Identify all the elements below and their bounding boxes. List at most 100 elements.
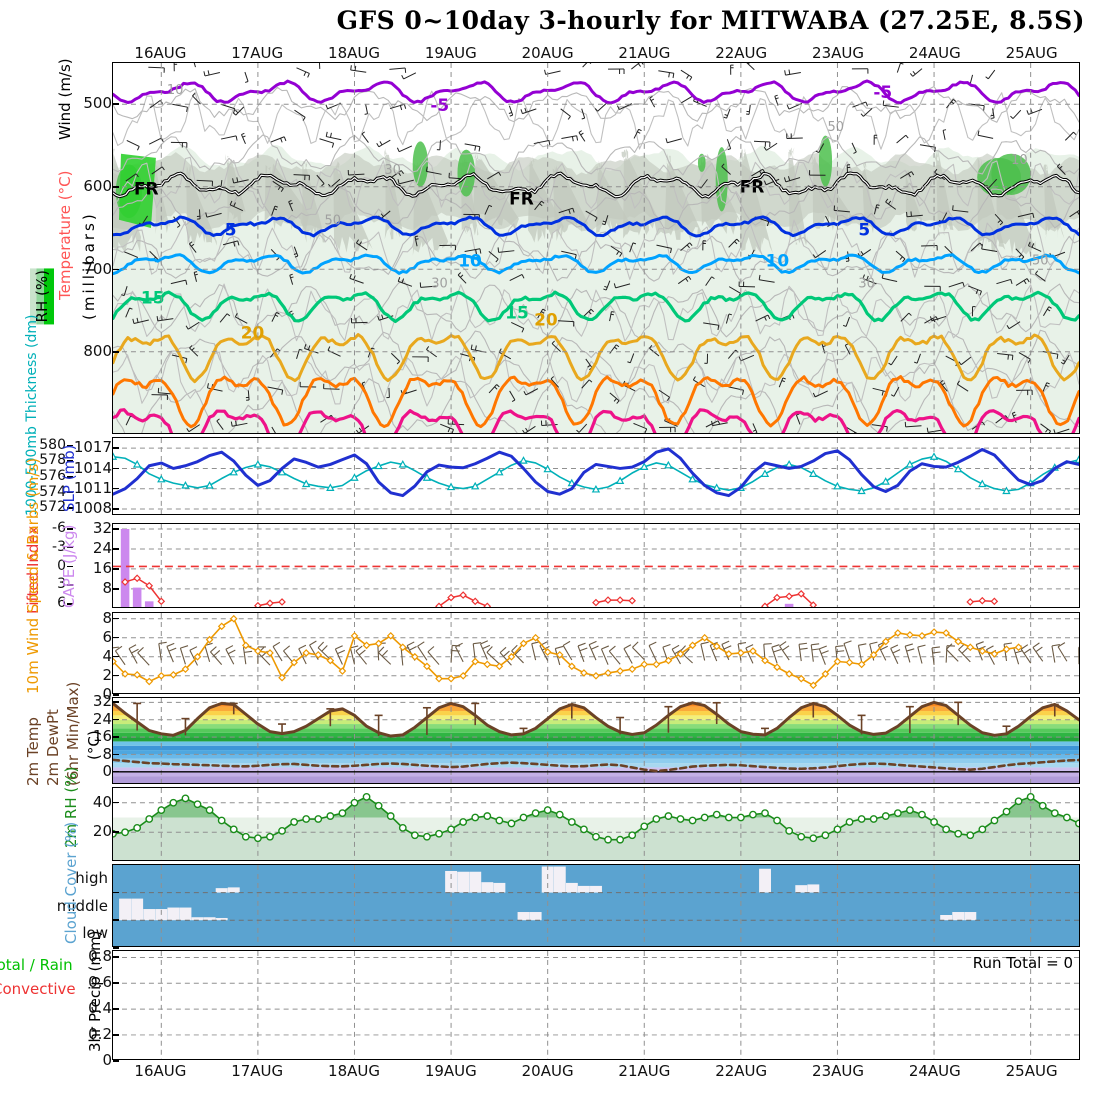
date-tick-18aug: 18AUG bbox=[328, 1062, 380, 1080]
y-tick-mark bbox=[113, 655, 119, 658]
y-tick-label: 0 bbox=[57, 557, 66, 574]
y-tick-mark bbox=[113, 753, 119, 756]
rh2m-plot[interactable] bbox=[113, 788, 1079, 861]
y-tick-label: 32 bbox=[92, 692, 112, 711]
contour-label: 5 bbox=[225, 220, 237, 240]
date-tick-25aug: 25AUG bbox=[1005, 44, 1058, 62]
date-tick-16aug: 16AUG bbox=[134, 1062, 187, 1080]
y-tick-label: 32 bbox=[92, 519, 112, 537]
pressure-axis-title: (millibars) bbox=[80, 211, 98, 320]
y-tick-label: 24 bbox=[92, 709, 112, 728]
temp2m-axis-title-dewpt: 2m DewPt bbox=[44, 709, 62, 786]
y-tick-mark bbox=[113, 694, 119, 696]
precip-y-tick: 0.6 bbox=[88, 973, 112, 992]
y-tick-label: 6 bbox=[102, 627, 112, 646]
y-tick-mark bbox=[113, 103, 119, 105]
y-tick-label: 1017 bbox=[73, 438, 112, 457]
y-tick-mark bbox=[113, 947, 119, 949]
slp-axis-title: SLP (mb) bbox=[60, 444, 78, 512]
contour-label: 10 bbox=[766, 251, 790, 271]
top-date-axis: 16AUG 17AUG 18AUG 19AUG 20AUG 21AUG 22AUG 23AUG… bbox=[112, 44, 1080, 62]
y-tick-label: 0 bbox=[102, 685, 112, 703]
y-tick-mark bbox=[113, 891, 119, 894]
cape-axis-title: CAPE (J/kg) bbox=[60, 524, 78, 608]
y-tick-label: 572 bbox=[39, 499, 66, 516]
temp2m-panel[interactable] bbox=[112, 697, 1080, 784]
contour-label: -5 bbox=[873, 82, 892, 102]
contour-label: FR bbox=[509, 189, 534, 209]
precip-y-tick: 0.4 bbox=[88, 999, 112, 1018]
date-tick-16aug: 16AUG bbox=[134, 44, 187, 62]
y-tick-label: -3 bbox=[52, 538, 66, 555]
y-tick-label: 16 bbox=[92, 727, 112, 746]
date-tick-19aug: 19AUG bbox=[424, 44, 477, 62]
precip-panel[interactable]: Run Total = 0 bbox=[112, 950, 1080, 1060]
cape-li-plot[interactable] bbox=[113, 524, 1079, 608]
contour-label: 15 bbox=[505, 302, 529, 322]
temp2m-axis-unit: (°C) bbox=[85, 730, 103, 760]
cloud-panel[interactable] bbox=[112, 864, 1080, 947]
contour-label: -5 bbox=[430, 95, 449, 115]
y-tick-label: 574 bbox=[39, 483, 66, 500]
y-tick-label: 8 bbox=[102, 744, 112, 763]
cape-li-panel[interactable] bbox=[112, 523, 1080, 608]
y-tick-label: 578 bbox=[39, 452, 66, 469]
y-tick-label: 20 bbox=[92, 822, 112, 841]
y-tick-label: 4 bbox=[102, 646, 112, 665]
y-tick-mark bbox=[67, 584, 73, 586]
y-tick-mark bbox=[113, 617, 119, 620]
y-tick-label: 2 bbox=[102, 665, 112, 684]
precip-plot[interactable] bbox=[113, 951, 1079, 1060]
date-tick-25aug: 25AUG bbox=[1005, 1062, 1058, 1080]
bottom-date-axis: 16AUG 17AUG 18AUG 19AUG 20AUG 21AUG 22AUG 23AUG… bbox=[112, 1062, 1080, 1080]
y-tick-mark bbox=[67, 491, 73, 494]
date-tick-19aug: 19AUG bbox=[424, 1062, 477, 1080]
precip-y-tick: 0 bbox=[102, 1051, 112, 1069]
wind10m-plot[interactable] bbox=[113, 613, 1079, 694]
y-tick-mark bbox=[113, 447, 119, 449]
y-tick-mark bbox=[113, 919, 119, 921]
contour-label: 15 bbox=[141, 287, 165, 307]
y-tick-label: 6 bbox=[57, 595, 66, 611]
contour-label: 20 bbox=[534, 309, 558, 329]
contour-label: 10 bbox=[167, 83, 184, 98]
y-tick-mark bbox=[113, 548, 119, 550]
y-tick-mark bbox=[67, 528, 73, 530]
y-tick-mark bbox=[113, 674, 119, 677]
precip-y-tick: 0.8 bbox=[88, 947, 112, 966]
y-tick-mark bbox=[67, 476, 73, 478]
date-tick-24aug: 24AUG bbox=[908, 1062, 961, 1080]
y-tick-mark bbox=[113, 801, 119, 804]
date-tick-21aug: 21AUG bbox=[618, 1062, 671, 1080]
upper-air-panel[interactable]: -5 -5 FR FR FR 5 5 10 10 15 15 20 20 10 10 30 30 30 50 50 50 bbox=[112, 62, 1080, 434]
precip-convective-legend: Convective bbox=[0, 980, 76, 998]
y-tick-label: 576 bbox=[39, 468, 66, 484]
rh2m-panel[interactable] bbox=[112, 787, 1080, 861]
contour-label: 50 bbox=[1032, 254, 1049, 269]
date-tick-23aug: 23AUG bbox=[812, 44, 864, 62]
y-tick-mark bbox=[113, 1034, 119, 1036]
y-tick-label: 3 bbox=[57, 576, 66, 593]
y-tick-mark bbox=[113, 701, 119, 703]
temp2m-plot[interactable] bbox=[113, 698, 1079, 784]
cloud-axis-title: Cloud Cover (%) bbox=[62, 821, 80, 944]
y-tick-mark bbox=[113, 718, 119, 721]
precip-axis-title: 3hr Precip (mm) bbox=[86, 930, 104, 1052]
date-tick-23aug: 23AUG bbox=[812, 1062, 864, 1080]
slp-thickness-plot[interactable] bbox=[113, 438, 1079, 515]
y-tick-mark bbox=[113, 467, 119, 470]
date-tick-20aug: 20AUG bbox=[521, 44, 574, 62]
y-tick-label: 1008 bbox=[73, 499, 112, 518]
contour-label: 30 bbox=[858, 277, 875, 292]
y-tick-mark bbox=[67, 444, 73, 447]
cloud-row-label-low: low bbox=[82, 924, 108, 943]
wind10m-panel[interactable] bbox=[112, 612, 1080, 694]
date-tick-17aug: 17AUG bbox=[231, 1062, 284, 1080]
y-tick-mark bbox=[113, 982, 119, 984]
date-tick-17aug: 17AUG bbox=[231, 44, 284, 62]
precip-y-tick: 0.2 bbox=[88, 1025, 112, 1044]
cloud-plot[interactable] bbox=[113, 865, 1079, 947]
slp-thickness-panel[interactable] bbox=[112, 437, 1080, 515]
contour-label: 30 bbox=[431, 277, 448, 292]
